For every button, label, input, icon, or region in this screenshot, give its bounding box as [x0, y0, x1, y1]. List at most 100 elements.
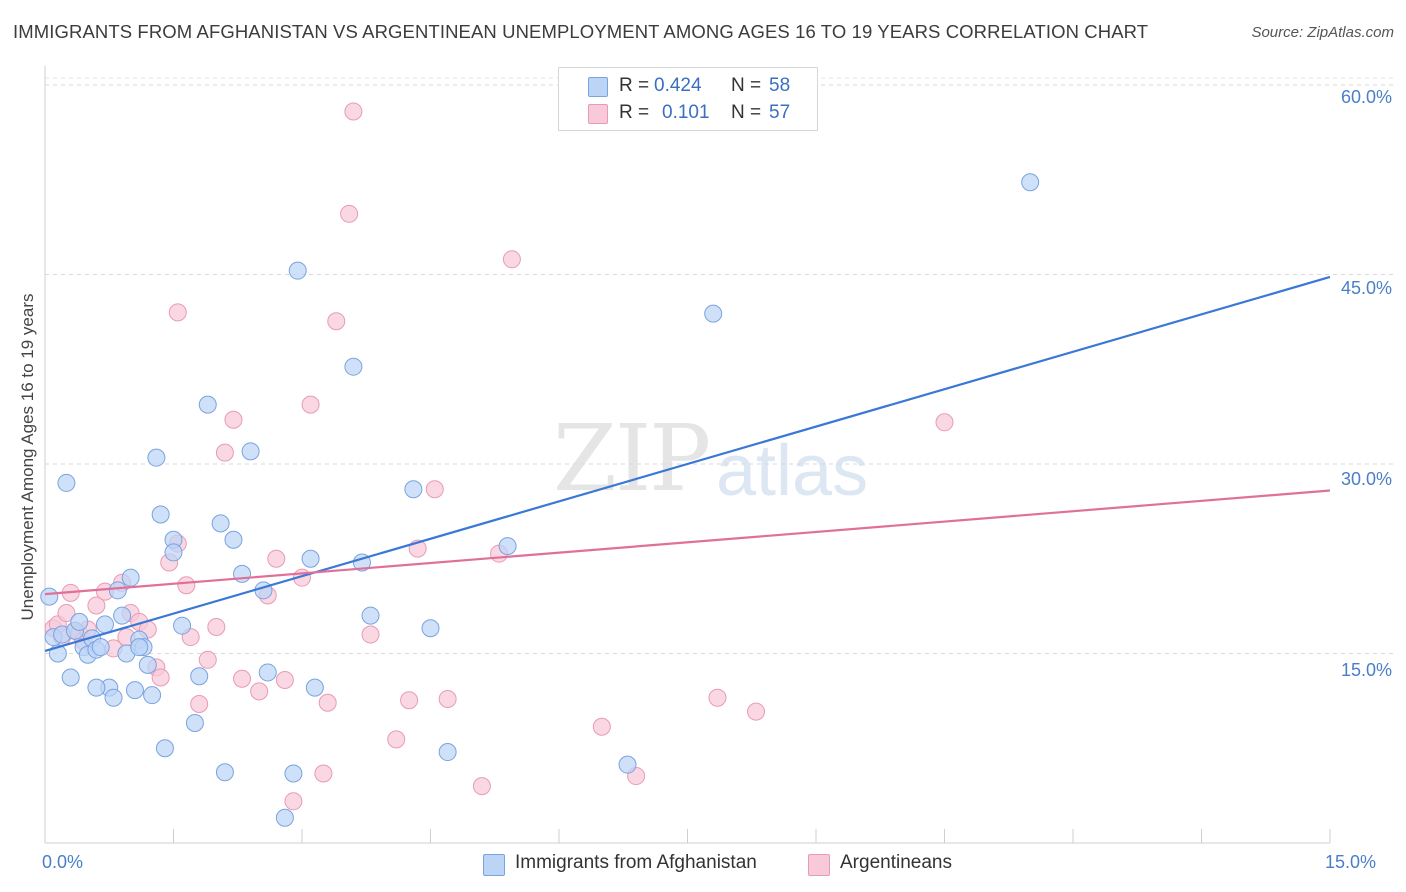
data-point-afghanistan — [190, 667, 209, 686]
data-point-afghanistan — [258, 663, 277, 682]
data-point-argentineans — [361, 625, 380, 644]
data-point-afghanistan — [198, 395, 217, 414]
data-point-afghanistan — [155, 739, 174, 758]
data-point-afghanistan — [164, 543, 183, 562]
watermark-atlas: atlas — [716, 431, 869, 511]
y-tick-label-60: 60.0% — [1340, 87, 1392, 107]
chart-title: IMMIGRANTS FROM AFGHANISTAN VS ARGENTINE… — [13, 21, 1149, 42]
n-value: 57 — [769, 102, 791, 123]
data-point-afghanistan — [301, 549, 320, 568]
afghanistan-swatch — [588, 77, 608, 97]
y-axis-label: Unemployment Among Ages 16 to 19 years — [18, 293, 37, 621]
r-label: R = — [619, 102, 650, 123]
data-point-argentineans — [502, 250, 521, 269]
data-point-afghanistan — [498, 537, 517, 556]
data-point-argentineans — [344, 102, 363, 121]
data-point-argentineans — [301, 395, 320, 414]
data-point-afghanistan — [421, 619, 440, 638]
data-point-argentineans — [318, 693, 337, 712]
trend-line-afghanistan — [44, 275, 1331, 653]
data-point-afghanistan — [185, 713, 204, 732]
data-point-argentineans — [425, 480, 444, 499]
data-point-afghanistan — [361, 606, 380, 625]
data-point-argentineans — [267, 549, 286, 568]
data-point-afghanistan — [173, 616, 192, 635]
data-point-afghanistan — [275, 808, 294, 827]
argentineans-swatch — [588, 104, 608, 124]
data-point-afghanistan — [40, 587, 59, 606]
data-point-argentineans — [233, 669, 252, 688]
data-point-afghanistan — [254, 581, 273, 600]
stats-row-afghanistan: R = 0.424 N = 58 — [559, 73, 817, 101]
legend-swatch-blue — [483, 854, 505, 876]
data-point-argentineans — [592, 717, 611, 736]
y-tick-label-45: 45.0% — [1340, 278, 1392, 298]
data-point-afghanistan — [618, 755, 637, 774]
correlation-stats-box: R = 0.424 N = 58 R = 0.101 N = 57 — [558, 67, 818, 131]
data-point-afghanistan — [215, 763, 234, 782]
data-point-afghanistan — [138, 655, 157, 674]
data-point-afghanistan — [211, 514, 230, 533]
data-point-afghanistan — [121, 568, 140, 587]
data-point-afghanistan — [61, 668, 80, 687]
data-point-argentineans — [327, 312, 346, 331]
data-point-afghanistan — [284, 764, 303, 783]
data-point-argentineans — [340, 204, 359, 223]
data-point-argentineans — [400, 691, 419, 710]
legend-swatch-pink — [808, 854, 830, 876]
data-point-afghanistan — [404, 480, 423, 499]
data-point-afghanistan — [224, 530, 243, 549]
data-point-argentineans — [438, 689, 457, 708]
y-tick-label-30: 30.0% — [1340, 469, 1392, 489]
data-point-afghanistan — [113, 606, 132, 625]
data-point-argentineans — [935, 413, 954, 432]
watermark-zip: ZIP — [553, 405, 711, 512]
data-point-afghanistan — [70, 612, 89, 631]
source-label: Source: ZipAtlas.com — [1251, 24, 1394, 41]
chart-legend: Immigrants from Afghanistan Argentineans — [0, 852, 1406, 878]
x-tick-label-min: 0.0% — [42, 852, 84, 872]
data-point-argentineans — [275, 671, 294, 690]
r-label: R = — [619, 75, 650, 96]
data-point-argentineans — [198, 650, 217, 669]
data-point-argentineans — [387, 730, 406, 749]
x-tick-label-max: 15.0% — [1325, 852, 1377, 872]
data-point-argentineans — [190, 695, 209, 714]
data-point-afghanistan — [143, 686, 162, 705]
data-point-afghanistan — [87, 678, 106, 697]
data-point-afghanistan — [438, 743, 457, 762]
data-point-argentineans — [207, 617, 226, 636]
r-value: 0.101 — [662, 102, 710, 123]
stats-row-argentineans: R = 0.101 N = 57 — [559, 100, 817, 128]
data-point-afghanistan — [151, 505, 170, 524]
data-point-afghanistan — [704, 304, 723, 323]
data-point-argentineans — [284, 792, 303, 811]
data-point-argentineans — [87, 596, 106, 615]
data-point-afghanistan — [288, 261, 307, 280]
data-point-argentineans — [57, 604, 76, 623]
data-point-argentineans — [472, 777, 491, 796]
data-point-afghanistan — [91, 638, 110, 657]
data-point-argentineans — [747, 702, 766, 721]
data-point-afghanistan — [108, 581, 127, 600]
data-point-afghanistan — [125, 681, 144, 700]
data-point-afghanistan — [305, 678, 324, 697]
data-point-afghanistan — [1021, 173, 1040, 192]
data-point-argentineans — [168, 303, 187, 322]
data-point-argentineans — [250, 682, 269, 701]
data-point-afghanistan — [130, 638, 149, 657]
trend-line-argentineans — [44, 489, 1331, 596]
y-tick-label-15: 15.0% — [1340, 660, 1392, 680]
data-point-afghanistan — [344, 357, 363, 376]
data-point-argentineans — [215, 443, 234, 462]
data-point-afghanistan — [233, 564, 252, 583]
data-point-argentineans — [177, 576, 196, 595]
n-label: N = — [731, 102, 762, 123]
n-label: N = — [731, 75, 762, 96]
data-point-afghanistan — [57, 473, 76, 492]
r-value: 0.424 — [654, 75, 702, 96]
data-point-afghanistan — [104, 688, 123, 707]
data-point-afghanistan — [241, 442, 260, 461]
data-point-afghanistan — [147, 448, 166, 467]
